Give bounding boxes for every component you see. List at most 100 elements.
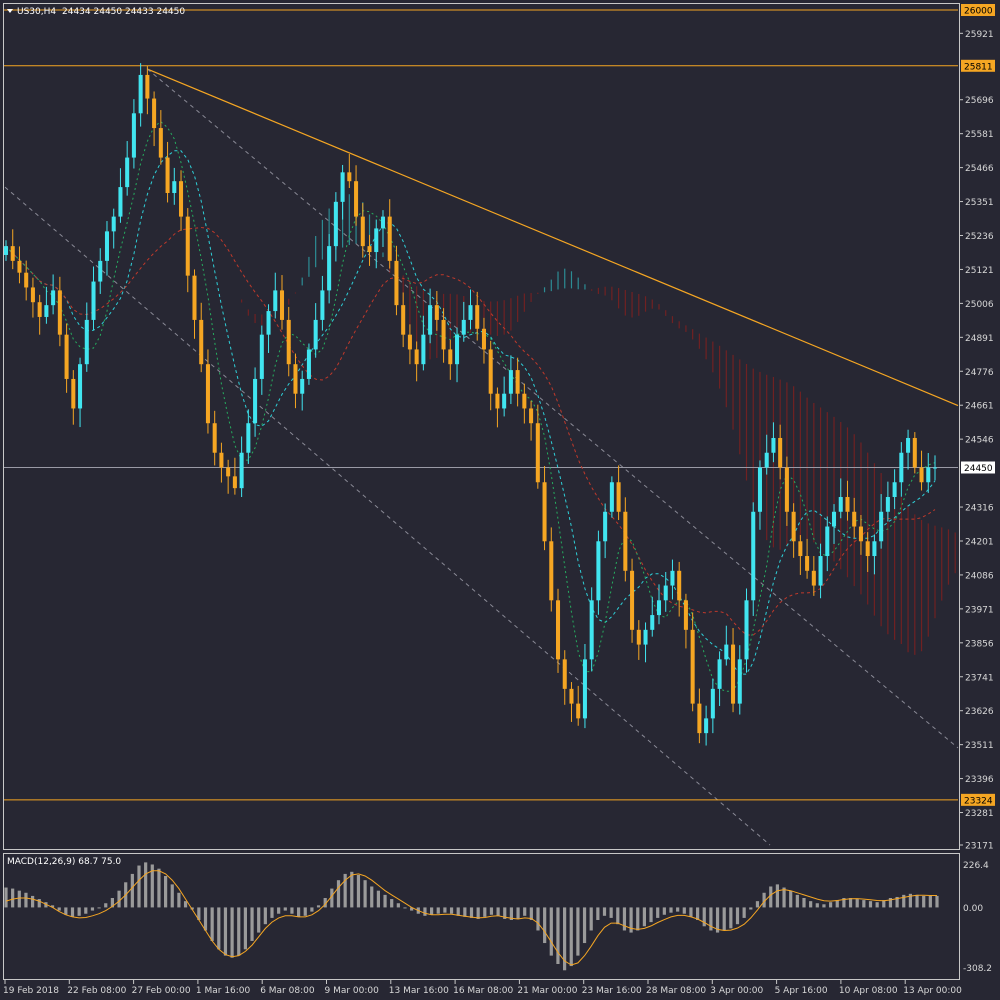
macd-bar [217,907,221,950]
macd-axis: 226.4 0.00 -308.2 [963,861,992,974]
macd-bar [157,868,161,908]
macd-bar [183,901,188,908]
macd-bar [223,907,228,956]
ma-fast [5,150,936,675]
candle-bull [710,688,715,719]
macd-bar [210,907,214,941]
price-tick-label: 25696 [965,96,994,106]
candle-bear [57,290,62,335]
price-tick-label: 25466 [965,164,994,174]
macd-bar [117,890,121,908]
macd-bar [297,907,301,917]
macd-bar [336,880,341,908]
candle-bear [286,319,291,365]
chart-menu-triangle-icon[interactable] [7,9,13,13]
macd-bar [848,898,853,908]
candle-bull [131,113,136,158]
macd-bar [629,907,633,933]
macd-bar [602,907,607,916]
macd-bar [935,895,939,908]
candle-bear [515,370,520,394]
macd-bar [330,888,334,908]
macd-bar [77,907,81,916]
symbol-label: US30,H4 [17,7,56,17]
time-tick-label: 22 Feb 08:00 [67,986,126,996]
macd-bar [436,907,440,914]
time-tick-label: 1 Mar 16:00 [196,986,251,996]
macd-bar [795,894,799,908]
macd-bar [529,907,533,921]
macd-bar [682,907,686,914]
candle-bear [481,328,486,350]
candles [3,63,938,746]
macd-bar [769,886,773,908]
candle-bull [899,452,904,483]
candle-bull [340,172,345,202]
candle-bear [529,408,534,424]
macd-bar [762,892,766,908]
time-tick-label: 13 Apr 00:00 [903,986,962,996]
macd-bar [197,907,201,921]
macd-bar [915,894,919,908]
channel-mid-line [147,68,959,749]
macd-bar [343,873,347,908]
price-tick-label: 24316 [965,504,994,514]
candle-bear [145,74,150,99]
macd-tick-label: 226.4 [963,861,989,871]
candle-bear [784,467,789,512]
horizontal-levels[interactable] [4,9,958,801]
macd-signal-line [5,870,937,966]
candle-bull [118,187,123,217]
candle-bear [10,246,15,261]
macd-bar [782,887,786,908]
macd-bar [888,898,893,908]
macd-bar [822,904,826,908]
macd-bar [662,907,666,915]
macd-bar [190,907,194,910]
macd-bar [483,907,487,917]
candle-bull [818,556,823,586]
price-tick-label: 25006 [965,300,994,310]
candle-bear [811,570,816,586]
candle-bull [138,74,143,114]
macd-bar [290,907,294,914]
time-tick-label: 5 Apr 16:00 [775,986,828,996]
candle-bear [697,703,702,734]
candle-bull [757,467,762,512]
candle-bear [798,541,803,557]
price-tick-label: 23171 [965,842,994,852]
candle-bull [428,305,433,335]
candle-bull [455,334,460,365]
macd-bar [928,895,932,908]
macd-bar [283,907,287,911]
candle-bear [30,287,35,303]
macd-bar [755,901,760,908]
candle-bear [37,302,42,317]
candle-bull [832,511,837,527]
macd-bar [882,900,886,908]
candle-bear [401,305,406,335]
macd-bar [410,907,414,911]
macd-panel-frame [3,853,960,980]
candle-bear [24,272,29,288]
macd-bar [449,907,454,914]
price-tick-label: 25581 [965,130,994,140]
candle-bear [165,157,170,193]
macd-bar [37,899,41,908]
macd-bar [396,903,400,908]
macd-bar [908,893,912,908]
candle-bear [576,703,581,719]
macd-bar [11,888,15,908]
candle-bull [380,216,386,229]
macd-bar [104,903,108,908]
price-tick-label: 23741 [965,673,994,683]
candle-bull [239,452,244,489]
macd-bar [350,871,354,908]
macd-bar [702,907,706,927]
candle-bear [158,128,163,158]
candle-bear [616,482,621,512]
candle-bull [300,378,305,394]
macd-bar [536,907,540,931]
